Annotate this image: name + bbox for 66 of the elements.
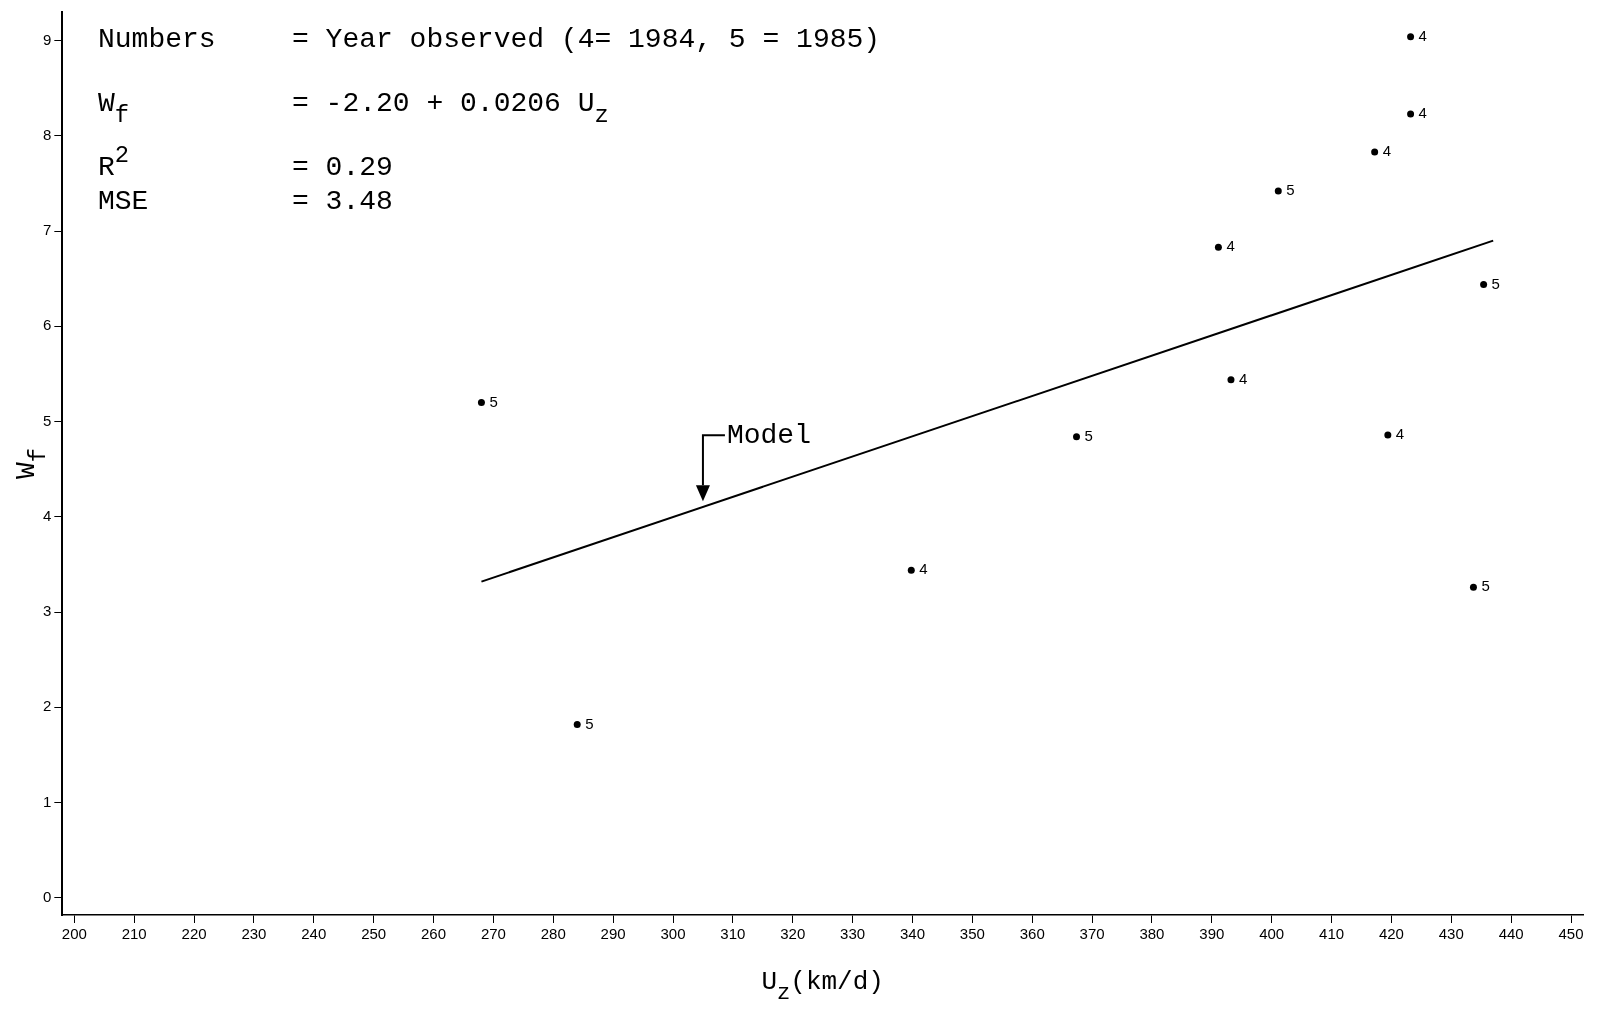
point — [1480, 280, 1488, 288]
x-tick-label: 340 — [899, 925, 925, 943]
x-tick-label: 360 — [1019, 925, 1045, 943]
x-tick-label: 450 — [1558, 925, 1584, 943]
text: MSE = 3.48 — [98, 186, 393, 217]
y-axis-title: Wf — [11, 447, 53, 480]
x-tick-label: 440 — [1498, 925, 1524, 943]
x-tick-label: 300 — [660, 925, 686, 943]
x-tick-label: 280 — [540, 925, 566, 943]
text: 5 — [1481, 577, 1490, 595]
x-tick-label: 410 — [1319, 925, 1345, 943]
point — [1407, 110, 1415, 118]
y-tick-label: 2 — [43, 697, 52, 715]
x-tick-label: 320 — [780, 925, 806, 943]
y-tick-label: 6 — [43, 316, 52, 334]
x-tick-label: 330 — [840, 925, 866, 943]
x-tick-label: 250 — [361, 925, 387, 943]
x-tick-label: 390 — [1199, 925, 1225, 943]
x-tick-label: 230 — [241, 925, 267, 943]
point — [573, 720, 581, 728]
point — [477, 399, 485, 407]
point — [1073, 433, 1081, 441]
point — [1469, 583, 1477, 591]
x-tick-label: 370 — [1079, 925, 1105, 943]
point — [1407, 33, 1415, 41]
x-tick-label: 200 — [61, 925, 87, 943]
text: 5 — [1491, 274, 1500, 292]
text: 4 — [1226, 237, 1235, 255]
y-tick-label: 4 — [43, 506, 52, 524]
point — [1214, 243, 1222, 251]
y-tick-label: 7 — [43, 221, 52, 239]
y-tick-label: 1 — [43, 792, 52, 810]
x-tick-label: 310 — [720, 925, 746, 943]
x-tick-label: 290 — [600, 925, 626, 943]
point — [907, 566, 915, 574]
text: 5 — [489, 392, 498, 410]
x-tick-label: 270 — [480, 925, 506, 943]
text: 4 — [1238, 369, 1248, 387]
x-tick-label: 220 — [181, 925, 207, 943]
point — [1384, 431, 1392, 439]
series-label: 5 — [1084, 426, 1093, 444]
y-tick-label: 5 — [43, 411, 52, 429]
text: 5 — [585, 714, 594, 732]
annotation: Model — [726, 419, 811, 451]
x-tick-label: 240 — [301, 925, 327, 943]
point — [1227, 376, 1235, 384]
x-tick-label: 210 — [121, 925, 147, 943]
text: 5 — [1286, 181, 1295, 199]
x-tick-label: 350 — [959, 925, 985, 943]
text: 4 — [1418, 26, 1427, 44]
text: 4 — [1418, 104, 1427, 122]
x-tick-label: 420 — [1378, 925, 1404, 943]
point — [1274, 187, 1282, 195]
y-tick-label: 0 — [43, 888, 52, 905]
x-tick-label: 260 — [421, 925, 447, 943]
x-tick-label: 380 — [1139, 925, 1165, 943]
text: Numbers = Year observed (4= 1984, 5 = 1985) — [98, 24, 881, 55]
y-tick-label: 8 — [43, 125, 52, 143]
x-tick-label: 430 — [1438, 925, 1464, 943]
point — [1371, 148, 1379, 156]
x-tick-label: 400 — [1259, 925, 1285, 943]
series-label: 4 — [919, 560, 928, 578]
y-tick-label: 9 — [43, 30, 52, 48]
text: 4 — [1395, 425, 1405, 443]
text: 4 — [1382, 142, 1391, 160]
y-tick-label: 3 — [43, 602, 52, 620]
